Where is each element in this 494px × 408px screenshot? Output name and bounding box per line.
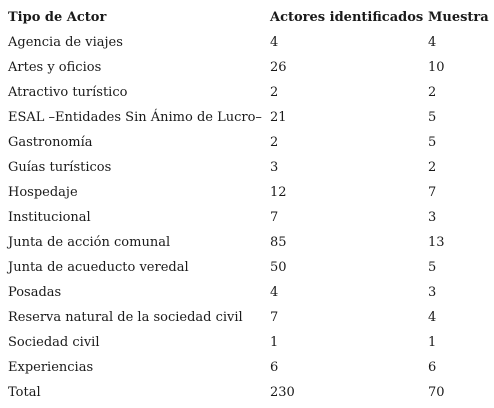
table-row: Posadas 4 3 [0, 280, 494, 305]
identified-count-cell: 2 [270, 135, 279, 150]
actor-type-cell: Artes y oficios [8, 60, 102, 75]
identified-count-cell: 12 [270, 185, 287, 200]
sample-count-cell: 10 [428, 60, 445, 75]
identified-count-cell: 26 [270, 60, 287, 75]
identified-count-cell: 85 [270, 235, 287, 250]
identified-count-cell: 7 [270, 210, 279, 225]
table-header: Tipo de Actor Actores identificados Mues… [0, 5, 494, 30]
actor-type-cell: Sociedad civil [8, 335, 100, 350]
actor-type-cell: ESAL –Entidades Sin Ánimo de Lucro– [8, 110, 262, 125]
sample-count-cell: 2 [428, 85, 437, 100]
table-row: Guías turísticos 3 2 [0, 155, 494, 180]
sample-count-cell: 3 [428, 285, 437, 300]
actor-type-cell: Experiencias [8, 360, 94, 375]
actor-type-cell: Hospedaje [8, 185, 78, 200]
table-row: Hospedaje 12 7 [0, 180, 494, 205]
table-row: Agencia de viajes 4 4 [0, 30, 494, 55]
actor-type-cell: Guías turísticos [8, 160, 112, 175]
table-row: Sociedad civil 1 1 [0, 330, 494, 355]
identified-count-cell: 6 [270, 360, 279, 375]
identified-count-cell: 1 [270, 335, 279, 350]
identified-count-cell: 3 [270, 160, 279, 175]
identified-count-cell: 21 [270, 110, 287, 125]
sample-count-cell: 5 [428, 135, 437, 150]
sample-count-cell: 6 [428, 360, 437, 375]
identified-count-cell: 4 [270, 285, 279, 300]
sample-count-cell: 13 [428, 235, 445, 250]
actor-type-cell: Junta de acueducto veredal [8, 260, 189, 275]
sample-count-cell: 7 [428, 185, 437, 200]
header-tipo-de-actor: Tipo de Actor [8, 10, 107, 25]
sample-count-cell: 1 [428, 335, 437, 350]
sample-count-cell: 3 [428, 210, 437, 225]
table-total-row: Total 230 70 [0, 380, 494, 405]
table-row: Junta de acción comunal 85 13 [0, 230, 494, 255]
sample-count-cell: 2 [428, 160, 437, 175]
actor-type-cell: Reserva natural de la sociedad civil [8, 310, 243, 325]
table-row: Institucional 7 3 [0, 205, 494, 230]
sample-count-cell: 5 [428, 260, 437, 275]
table-row: Atractivo turístico 2 2 [0, 80, 494, 105]
identified-count-cell: 50 [270, 260, 287, 275]
identified-count-cell: 7 [270, 310, 279, 325]
actor-type-cell: Atractivo turístico [8, 85, 128, 100]
identified-count-cell: 2 [270, 85, 279, 100]
sample-count-cell: 4 [428, 35, 437, 50]
table-row: Experiencias 6 6 [0, 355, 494, 380]
table-row: Gastronomía 2 5 [0, 130, 494, 155]
table-row: ESAL –Entidades Sin Ánimo de Lucro– 21 5 [0, 105, 494, 130]
actor-type-cell: Institucional [8, 210, 91, 225]
total-sample-cell: 70 [428, 385, 445, 400]
total-label-cell: Total [8, 385, 41, 400]
identified-count-cell: 4 [270, 35, 279, 50]
total-identified-cell: 230 [270, 385, 295, 400]
actor-type-cell: Agencia de viajes [8, 35, 123, 50]
actor-type-cell: Posadas [8, 285, 62, 300]
actor-type-cell: Gastronomía [8, 135, 93, 150]
sample-count-cell: 4 [428, 310, 437, 325]
header-actores-identificados: Actores identificados [270, 10, 424, 25]
header-muestra: Muestra [428, 10, 489, 25]
table-row: Artes y oficios 26 10 [0, 55, 494, 80]
actor-type-cell: Junta de acción comunal [8, 235, 171, 250]
table-row: Junta de acueducto veredal 50 5 [0, 255, 494, 280]
sample-count-cell: 5 [428, 110, 437, 125]
table-row: Reserva natural de la sociedad civil 7 4 [0, 305, 494, 330]
